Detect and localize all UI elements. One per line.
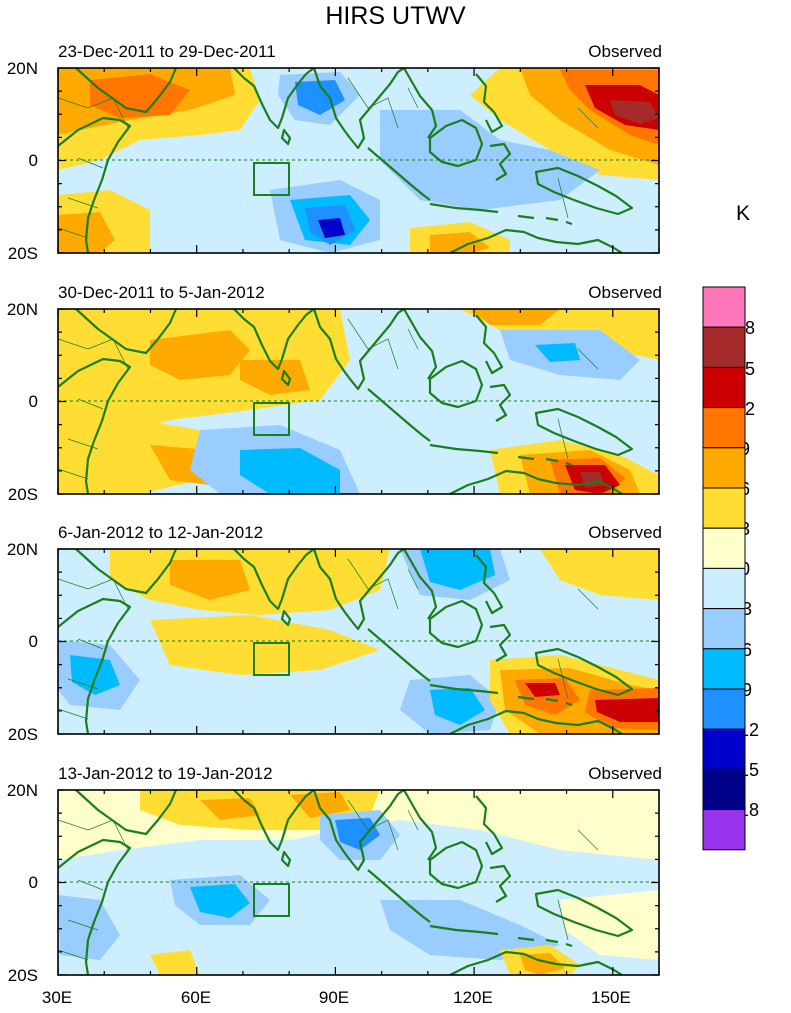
panel-2-date-range: 30-Dec-2011 to 5-Jan-2012 (58, 283, 265, 302)
panel-3-lat-20n: 20N (6, 540, 38, 559)
colorbar-box (702, 728, 746, 770)
panel-1-date-range: 23-Dec-2011 to 29-Dec-2011 (58, 42, 276, 61)
colorbar (702, 286, 746, 851)
panel-4-label: Observed (588, 764, 662, 783)
panel-2-lat-0: 0 (28, 392, 38, 411)
colorbar-box (702, 608, 746, 650)
lon-label-150e: 150E (591, 988, 631, 1007)
panel-4-lat-0: 0 (28, 873, 38, 892)
panel-4-lat-20s: 20S (7, 966, 38, 985)
colorbar-unit: K (736, 202, 751, 225)
colorbar-box (702, 286, 746, 328)
colorbar-box (702, 326, 746, 368)
panel-4-lat-20n: 20N (6, 781, 38, 800)
panel-1-lat-0: 0 (28, 151, 38, 170)
panel-3-map (58, 549, 659, 734)
panel-4-date-range: 13-Jan-2012 to 19-Jan-2012 (58, 764, 273, 783)
colorbar-box (702, 648, 746, 690)
colorbar-box (702, 768, 746, 811)
panel-1-map (58, 68, 659, 253)
panel-2-label: Observed (588, 283, 662, 302)
lon-label-60e: 60E (180, 988, 212, 1007)
lon-label-120e: 120E (453, 988, 493, 1007)
panel-3-lat-20s: 20S (7, 725, 38, 744)
panel-1-lat-20n: 20N (6, 59, 38, 78)
lon-label-90e: 90E (318, 988, 350, 1007)
panel-4-map (58, 790, 659, 975)
panel-1-lat-20s: 20S (7, 244, 38, 263)
colorbar-box (702, 527, 746, 569)
figure-title: HIRS UTWV (325, 2, 466, 30)
colorbar-box (702, 366, 746, 409)
colorbar-box (702, 688, 746, 730)
lon-label-30e: 30E (41, 988, 73, 1007)
panel-2-lat-20n: 20N (6, 300, 38, 319)
panel-3-date-range: 6-Jan-2012 to 12-Jan-2012 (58, 523, 264, 542)
colorbar-box (702, 567, 746, 610)
panel-3-label: Observed (588, 523, 662, 542)
panel-3-lat-0: 0 (28, 632, 38, 651)
panel-2-map (58, 309, 659, 494)
panel-1-label: Observed (588, 42, 662, 61)
panel-2-lat-20s: 20S (7, 485, 38, 504)
colorbar-box (702, 487, 746, 529)
colorbar-box (702, 407, 746, 449)
colorbar-box (702, 447, 746, 489)
colorbar-box (702, 809, 746, 851)
